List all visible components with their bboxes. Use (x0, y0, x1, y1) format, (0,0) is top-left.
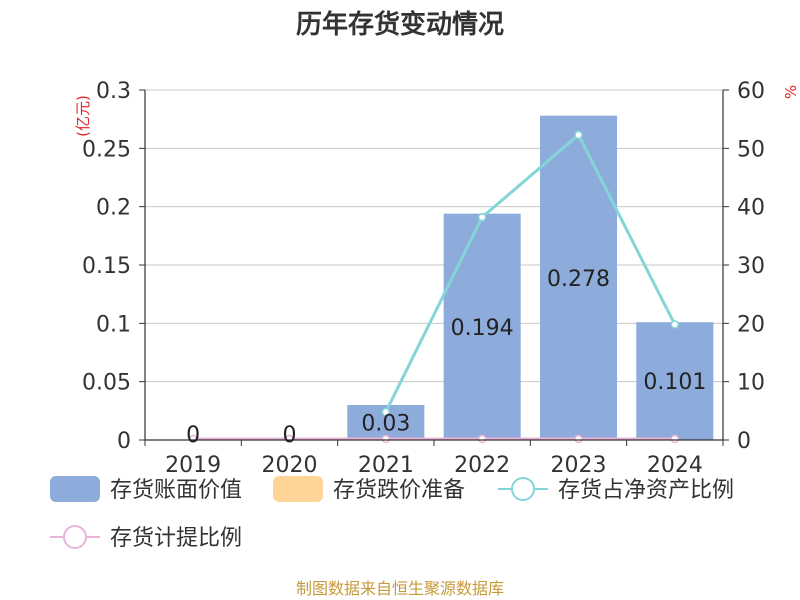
legend-label: 存货占净资产比例 (558, 478, 734, 503)
data-label: 0.101 (643, 370, 706, 395)
data-label: 0.194 (451, 316, 514, 341)
point-provision-ratio[interactable] (285, 434, 294, 444)
x-tick-label: 2021 (358, 453, 414, 478)
right-tick-label: 40 (737, 196, 765, 221)
bar-series (347, 115, 714, 441)
bar-inventory-value[interactable] (443, 213, 521, 440)
gridlines (145, 89, 723, 383)
source-note: 制图数据来自恒生聚源数据库 (296, 579, 504, 598)
left-axis-unit: (亿元) (74, 95, 92, 137)
left-tick-label: 0.15 (82, 254, 131, 279)
point-provision-ratio[interactable] (574, 434, 583, 444)
point-provision-ratio[interactable] (477, 434, 487, 444)
bar-inventory-value[interactable] (539, 115, 618, 441)
x-tick-label: 2019 (165, 453, 221, 478)
data-labels: 0 0 0.03 0.194 0.278 0.101 (186, 267, 706, 448)
line-inventory-to-net-assets (384, 132, 677, 413)
x-tick-label: 2023 (551, 453, 607, 478)
right-axis-unit: % (782, 85, 800, 99)
legend-label: 存货账面价值 (110, 478, 242, 503)
x-tick-label: 2024 (647, 453, 703, 478)
axes: 0 0.05 0.1 0.15 0.2 0.25 0.3 0 10 20 30 40 50 60 2019 2… (82, 79, 765, 478)
right-tick-label: 20 (737, 312, 765, 337)
chart-title: 历年存货变动情况 (296, 9, 504, 40)
point-inventory-to-net-assets[interactable] (574, 130, 583, 140)
x-tick-label: 2022 (454, 453, 510, 478)
left-tick-label: 0.2 (96, 196, 131, 221)
legend-swatch (273, 476, 323, 502)
point-provision-ratio[interactable] (381, 434, 391, 444)
legend-swatch (50, 476, 100, 502)
left-tick-label: 0 (117, 429, 131, 454)
left-tick-label: 0.3 (96, 79, 131, 104)
left-tick-label: 0.1 (96, 312, 131, 337)
point-inventory-to-net-assets[interactable] (477, 212, 487, 222)
bar-inventory-value[interactable] (636, 322, 714, 440)
right-tick-label: 0 (737, 429, 751, 454)
right-tick-label: 60 (737, 79, 765, 104)
left-tick-label: 0.05 (82, 371, 131, 396)
point-inventory-to-net-assets[interactable] (381, 407, 391, 417)
right-tick-label: 30 (737, 254, 765, 279)
left-tick-label: 0.25 (82, 137, 131, 162)
legend-marker (511, 477, 535, 501)
right-tick-label: 10 (737, 371, 765, 396)
x-tick-label: 2020 (262, 453, 318, 478)
right-tick-label: 50 (737, 137, 765, 162)
data-label: 0.03 (361, 412, 410, 437)
data-label: 0 (186, 423, 200, 448)
data-label: 0 (283, 423, 297, 448)
point-inventory-to-net-assets[interactable] (670, 320, 680, 329)
legend-label: 存货跌价准备 (333, 478, 465, 503)
data-label: 0.278 (547, 267, 610, 292)
point-provision-ratio[interactable] (670, 434, 680, 444)
legend-label: 存货计提比例 (110, 526, 242, 551)
legend-marker (63, 525, 87, 549)
line-series (188, 130, 680, 444)
point-provision-ratio[interactable] (188, 434, 198, 444)
